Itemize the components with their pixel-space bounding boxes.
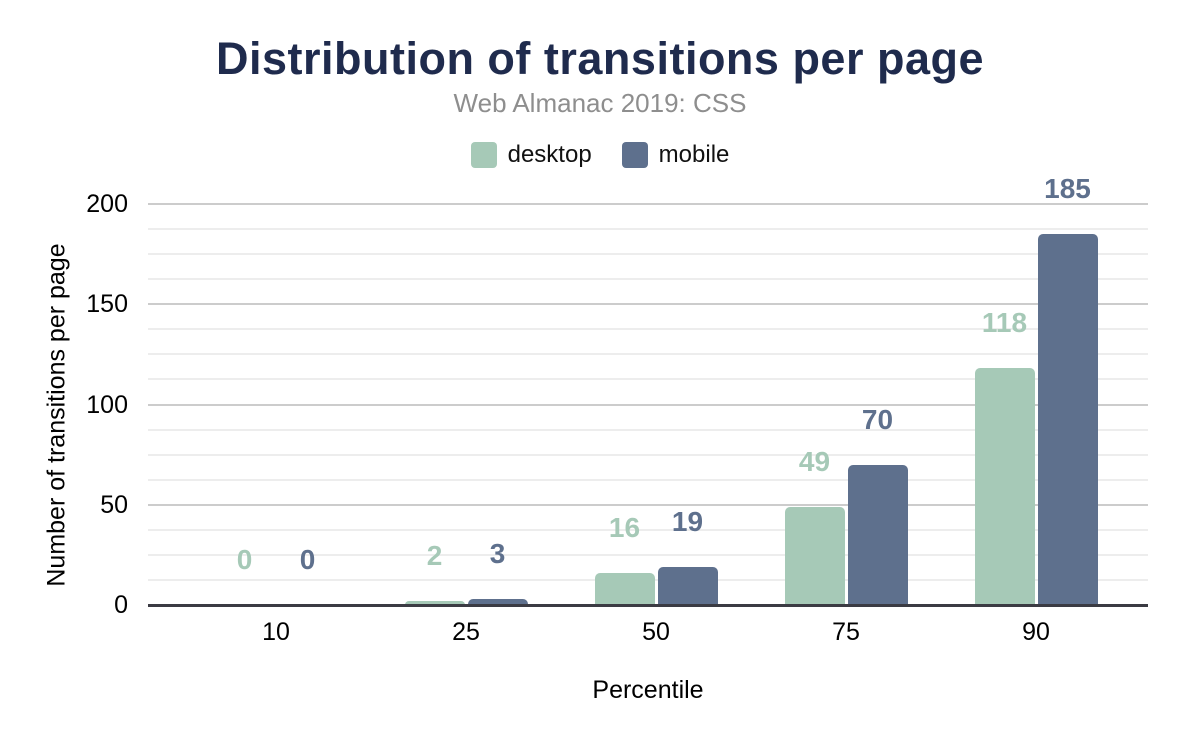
legend-item-label: desktop: [507, 141, 592, 168]
plot-area: 0 50 100 150 200 0 2 16 49 118 0 3 19 70 185: [86, 175, 1148, 619]
bar-mobile-p75[interactable]: [847, 464, 908, 605]
major-gridline: [148, 303, 1148, 306]
bar-value-label: 0: [299, 544, 316, 575]
bar-mobile-p90[interactable]: [1037, 234, 1098, 605]
bar-value-label: 19: [671, 505, 704, 537]
legend: desktop mobile: [0, 141, 1200, 169]
x-axis-tick-label: 75: [832, 618, 860, 646]
y-axis-tick-label: 150: [86, 290, 128, 319]
minor-gridline: [148, 378, 1148, 381]
bar-value-label: 2: [426, 540, 443, 571]
minor-gridline: [148, 353, 1148, 356]
bar-value-label: 3: [489, 538, 506, 569]
minor-gridline: [148, 453, 1148, 456]
minor-gridline: [148, 553, 1148, 556]
y-axis-tick-label: 200: [86, 190, 128, 218]
legend-item-label: mobile: [658, 141, 730, 168]
bar-desktop-p50[interactable]: [594, 572, 655, 605]
legend-item-desktop[interactable]: desktop: [470, 141, 592, 169]
legend-item-mobile[interactable]: mobile: [621, 141, 730, 169]
chart-subtitle: Web Almanac 2019: CSS: [453, 88, 747, 118]
bar-value-label: 16: [608, 511, 641, 543]
minor-gridline: [148, 328, 1148, 331]
major-gridline: [148, 503, 1148, 506]
legend-swatch-icon: [470, 142, 497, 168]
x-axis-title: Percentile: [592, 676, 704, 704]
x-axis-tick-label: 10: [262, 618, 290, 646]
minor-gridline: [148, 278, 1148, 281]
minor-gridline: [148, 253, 1148, 256]
minor-gridline: [148, 528, 1148, 531]
minor-gridline: [148, 228, 1148, 231]
y-axis-tick-label: 0: [114, 591, 128, 619]
bar-value-label: 185: [1044, 173, 1091, 205]
bar-value-label: 0: [236, 544, 253, 575]
bar-desktop-p90[interactable]: [974, 368, 1035, 605]
major-gridline: [148, 403, 1148, 406]
x-axis-tick-label: 50: [642, 618, 670, 646]
bar-desktop-p75[interactable]: [784, 506, 845, 605]
bar-desktop-p25[interactable]: [404, 601, 465, 605]
minor-gridline: [148, 428, 1148, 431]
chart-title: Distribution of transitions per page: [215, 33, 985, 84]
y-axis-tick-label: 50: [100, 490, 128, 519]
bar-value-label: 70: [861, 403, 894, 435]
x-axis-tick-label: 90: [1022, 618, 1050, 646]
bar-mobile-p25[interactable]: [467, 599, 528, 605]
bar-mobile-p50[interactable]: [657, 566, 718, 605]
bar-value-label: 118: [981, 307, 1028, 339]
minor-gridline: [148, 478, 1148, 481]
x-axis-line: [148, 604, 1148, 607]
major-gridline: [148, 203, 1148, 205]
legend-swatch-icon: [621, 142, 648, 168]
bar-value-label: 49: [798, 445, 831, 477]
x-axis-tick-label: 25: [452, 618, 480, 646]
y-axis-tick-label: 100: [86, 390, 128, 419]
